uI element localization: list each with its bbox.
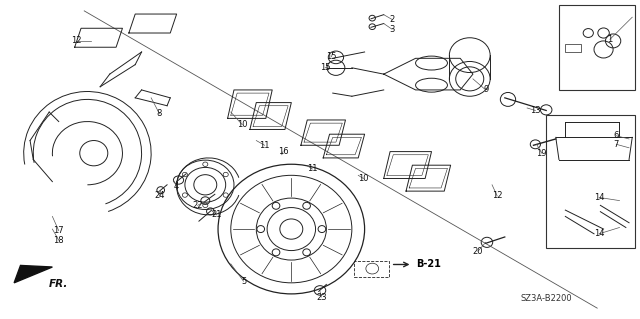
Text: 1: 1: [607, 35, 612, 44]
Polygon shape: [14, 265, 52, 283]
Text: 15: 15: [320, 63, 330, 72]
Text: 10: 10: [237, 120, 248, 129]
Bar: [565, 44, 581, 52]
Bar: [559, 4, 636, 90]
Text: 6: 6: [614, 131, 619, 140]
Text: 24: 24: [154, 191, 164, 200]
Text: 20: 20: [473, 247, 483, 256]
Text: 7: 7: [614, 140, 619, 149]
Text: 11: 11: [259, 141, 270, 150]
Text: 12: 12: [71, 36, 82, 45]
Text: FR.: FR.: [49, 279, 68, 289]
Text: 5: 5: [241, 277, 246, 286]
Bar: [354, 261, 389, 277]
Text: 14: 14: [594, 193, 604, 202]
Text: B-21: B-21: [416, 259, 441, 270]
Text: 11: 11: [307, 165, 317, 174]
Bar: [546, 115, 636, 248]
Text: 16: 16: [278, 147, 289, 156]
Text: 23: 23: [316, 293, 326, 301]
Text: 3: 3: [389, 25, 395, 34]
Text: 17: 17: [53, 226, 64, 235]
Text: 4: 4: [174, 182, 179, 191]
Text: 14: 14: [594, 229, 604, 238]
Text: 21: 21: [211, 210, 222, 219]
Text: 2: 2: [389, 15, 395, 24]
Text: 9: 9: [483, 85, 488, 94]
Text: 18: 18: [53, 236, 64, 245]
Text: 10: 10: [358, 174, 369, 183]
Text: 19: 19: [536, 149, 547, 158]
Text: 13: 13: [530, 106, 541, 115]
Text: 8: 8: [157, 109, 162, 118]
Text: 15: 15: [326, 52, 337, 61]
Text: 22: 22: [193, 201, 203, 210]
Text: 12: 12: [492, 191, 502, 200]
Text: SZ3A-B2200: SZ3A-B2200: [521, 294, 572, 303]
